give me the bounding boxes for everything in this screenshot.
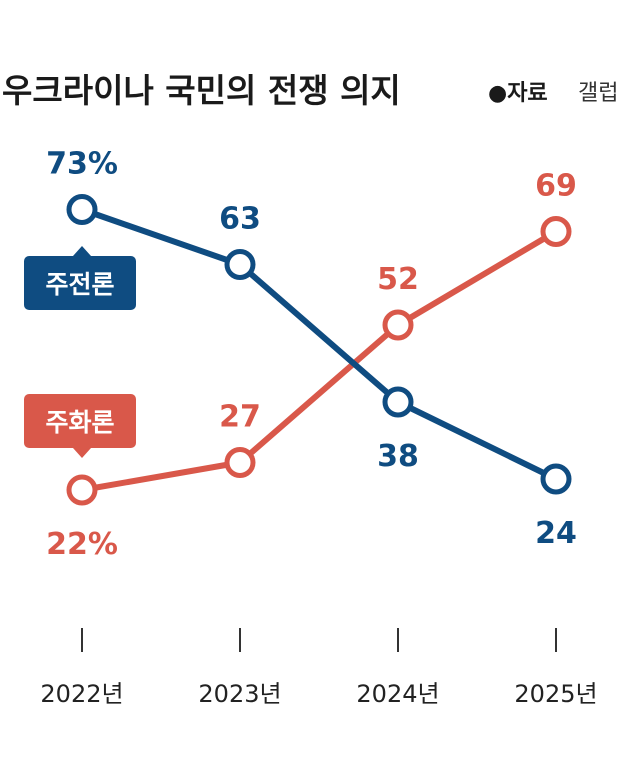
value-label-1-3: 69: [535, 169, 577, 204]
data-point-1-0: [66, 474, 98, 506]
value-labels: 73% 63 38 24 22% 27 52 69: [46, 147, 577, 563]
legend-item-0: 주전론: [24, 246, 136, 310]
value-label-0-2: 38: [377, 439, 419, 474]
chart-title: 우크라이나 국민의 전쟁 의지: [2, 71, 401, 110]
legend-box-1: [24, 394, 136, 448]
series-lines: [81, 206, 558, 493]
data-point-0-2: [382, 386, 414, 418]
source-label: ●자료: [488, 81, 548, 106]
series-points: [66, 194, 572, 506]
series-line-0: [81, 206, 558, 482]
series-line-1: [81, 228, 558, 493]
legend-pointer-0: [73, 246, 91, 256]
x-axis: 2022년 2023년 2024년 2025년: [40, 628, 598, 708]
data-point-1-3: [540, 216, 572, 247]
x-tick-label-2: 2024년: [356, 680, 439, 708]
data-point-0-3: [540, 463, 572, 495]
legend-item-1: 주화론: [24, 394, 136, 458]
data-point-1-1: [224, 447, 256, 478]
data-point-0-1: [224, 249, 256, 280]
value-label-1-1: 27: [219, 400, 261, 435]
x-tick-label-0: 2022년: [40, 680, 123, 708]
data-point-1-2: [382, 309, 414, 341]
source-value: 갤럽: [578, 81, 618, 106]
value-label-0-3: 24: [535, 516, 577, 551]
value-label-0-0: 73%: [46, 147, 118, 182]
legend-box-0: [24, 256, 136, 310]
value-label-1-2: 52: [377, 262, 419, 297]
data-point-0-0: [66, 194, 98, 225]
legend-label-0: 주전론: [45, 270, 114, 299]
x-tick-label-3: 2025년: [514, 680, 597, 708]
value-label-1-0: 22%: [46, 527, 118, 562]
x-tick-label-1: 2023년: [198, 680, 281, 708]
legend-label-1: 주화론: [45, 408, 114, 437]
legend-pointer-1: [73, 448, 91, 458]
value-label-0-1: 63: [219, 202, 261, 237]
